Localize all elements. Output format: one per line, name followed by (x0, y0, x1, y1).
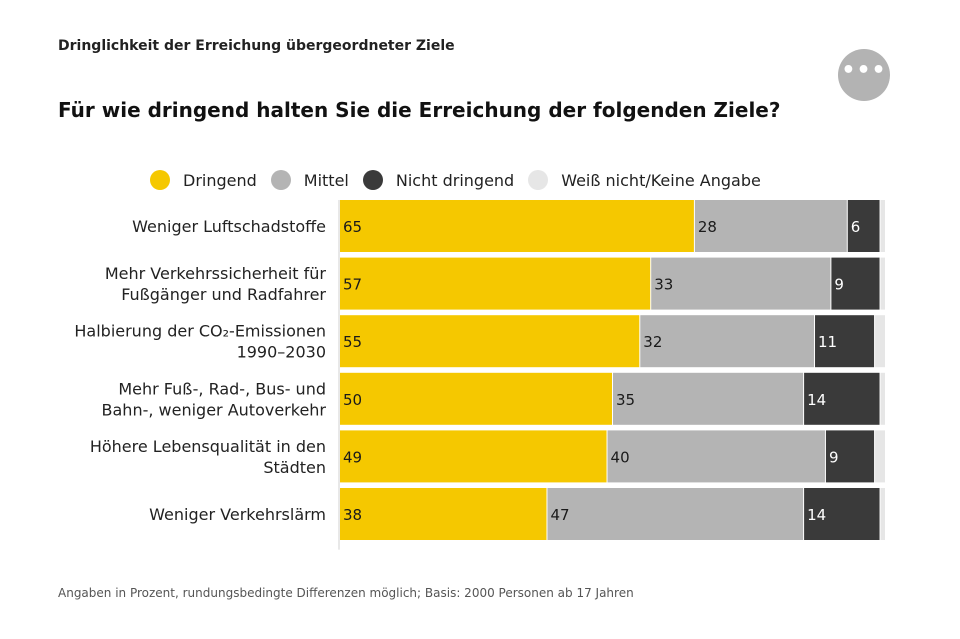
data-label: 33 (654, 276, 673, 294)
chart-legend: Dringend Mittel Nicht dringend Weiß nicht/K… (150, 170, 775, 190)
data-label: 57 (343, 276, 362, 294)
legend-swatch (528, 170, 549, 190)
data-label: 49 (343, 448, 362, 466)
bar-segment (804, 488, 880, 540)
category-label: Höhere Lebensqualität in den Städten (90, 437, 326, 477)
more-horizontal-icon: ••• (841, 58, 887, 83)
more-options-button[interactable]: ••• (838, 49, 890, 101)
data-label: 14 (807, 391, 826, 409)
bar-segment (340, 315, 640, 368)
bar-segment (804, 372, 880, 425)
bar-segment (880, 488, 885, 540)
legend-label: Nicht dringend (395, 170, 515, 190)
data-label: 32 (643, 333, 662, 351)
bar-segment (694, 200, 847, 252)
category-label: Weniger Luftschadstoffe (132, 217, 326, 236)
data-label: 14 (807, 506, 826, 524)
data-label: 9 (834, 276, 844, 294)
bar-segment (340, 372, 612, 425)
legend-item: Weiß nicht/Keine Angabe (528, 170, 761, 190)
legend-item: Nicht dringend (362, 170, 515, 190)
data-label: 65 (343, 218, 362, 236)
data-label: 28 (698, 218, 717, 236)
legend-label: Weiß nicht/Keine Angabe (561, 170, 761, 190)
data-label: 55 (343, 333, 362, 351)
data-label: 47 (550, 506, 569, 524)
bar-segment (340, 257, 651, 310)
bar-segment (340, 200, 694, 252)
legend-item: Mittel (270, 170, 349, 190)
bar-segment (831, 257, 880, 310)
chart-kicker: Dringlichkeit der Erreichung übergeordne… (58, 38, 455, 54)
legend-swatch (362, 170, 383, 190)
bar-segment (613, 372, 804, 425)
legend-label: Dringend (183, 170, 257, 190)
bar-segment (815, 315, 875, 368)
data-label: 6 (851, 218, 861, 236)
category-label: Mehr Fuß-, Rad-, Bus- und Bahn-, weniger … (102, 379, 327, 419)
data-label: 35 (616, 391, 635, 409)
data-label: 50 (343, 391, 362, 409)
legend-swatch (270, 170, 291, 190)
legend-swatch (150, 170, 170, 190)
bar-segment (880, 200, 885, 252)
footnote: Angaben in Prozent, rundungsbedingte Dif… (58, 586, 634, 600)
bar-segment (825, 430, 875, 483)
data-label: 9 (829, 448, 839, 466)
legend-item: Dringend (150, 170, 257, 190)
bar-segment (875, 430, 885, 483)
bar-segment (640, 315, 815, 368)
legend-label: Mittel (303, 170, 349, 190)
category-label: Mehr Verkehrssicherheit für Fußgänger und… (105, 264, 327, 304)
data-label: 11 (818, 333, 837, 351)
bar-segment (847, 200, 880, 252)
category-label: Halbierung der CO₂-Emissionen 1990–2030 (74, 322, 326, 362)
bar-segment (880, 257, 885, 310)
bar-segment (340, 430, 607, 483)
bar-segment (607, 430, 825, 483)
bar-segment (340, 488, 547, 540)
bar-segment (651, 257, 831, 310)
chart-title: Für wie dringend halten Sie die Erreichu… (58, 98, 781, 122)
bar-segment (880, 372, 885, 425)
category-label: Weniger Verkehrslärm (149, 505, 326, 524)
data-label: 38 (343, 506, 362, 524)
bar-segment (547, 488, 804, 540)
bar-segment (875, 315, 885, 368)
data-label: 40 (611, 448, 630, 466)
